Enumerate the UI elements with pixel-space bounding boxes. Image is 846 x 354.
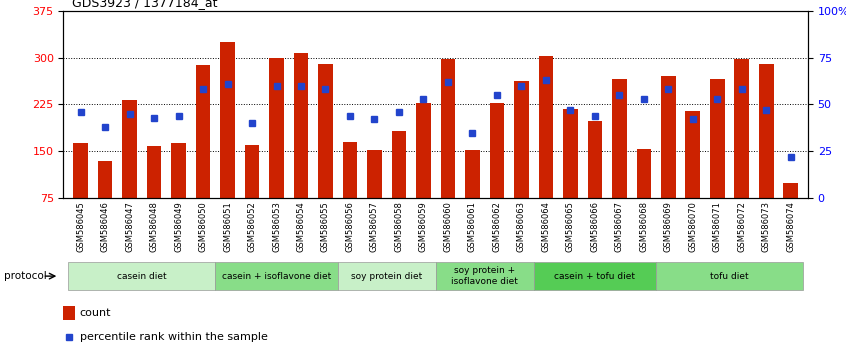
- Bar: [318, 64, 332, 198]
- Bar: [587, 121, 602, 198]
- Bar: [215, 262, 338, 290]
- Bar: [534, 262, 656, 290]
- Bar: [392, 131, 406, 198]
- Bar: [171, 143, 186, 198]
- Bar: [783, 183, 798, 198]
- Bar: [63, 306, 74, 320]
- Bar: [122, 100, 137, 198]
- Text: soy protein +
isoflavone diet: soy protein + isoflavone diet: [451, 267, 518, 286]
- Text: percentile rank within the sample: percentile rank within the sample: [80, 332, 267, 342]
- Bar: [563, 109, 578, 198]
- Text: soy protein diet: soy protein diet: [351, 272, 422, 281]
- Bar: [269, 57, 284, 198]
- Text: protocol: protocol: [4, 271, 47, 281]
- Bar: [69, 262, 215, 290]
- Bar: [539, 56, 553, 198]
- Bar: [465, 150, 480, 198]
- Bar: [416, 103, 431, 198]
- Text: casein + tofu diet: casein + tofu diet: [554, 272, 635, 281]
- Bar: [656, 262, 803, 290]
- Bar: [436, 262, 534, 290]
- Bar: [343, 142, 357, 198]
- Text: count: count: [80, 308, 111, 318]
- Bar: [294, 52, 308, 198]
- Bar: [220, 42, 235, 198]
- Bar: [98, 161, 113, 198]
- Bar: [710, 79, 725, 198]
- Bar: [661, 76, 676, 198]
- Bar: [195, 65, 211, 198]
- Bar: [685, 111, 700, 198]
- Bar: [244, 145, 260, 198]
- Bar: [514, 81, 529, 198]
- Bar: [490, 103, 504, 198]
- Bar: [636, 149, 651, 198]
- Text: tofu diet: tofu diet: [711, 272, 749, 281]
- Bar: [734, 59, 750, 198]
- Bar: [74, 143, 88, 198]
- Bar: [338, 262, 436, 290]
- Bar: [612, 79, 627, 198]
- Text: casein diet: casein diet: [117, 272, 167, 281]
- Bar: [759, 64, 773, 198]
- Text: GDS3923 / 1377184_at: GDS3923 / 1377184_at: [72, 0, 217, 9]
- Bar: [441, 59, 455, 198]
- Bar: [367, 150, 382, 198]
- Text: casein + isoflavone diet: casein + isoflavone diet: [222, 272, 331, 281]
- Bar: [146, 146, 162, 198]
